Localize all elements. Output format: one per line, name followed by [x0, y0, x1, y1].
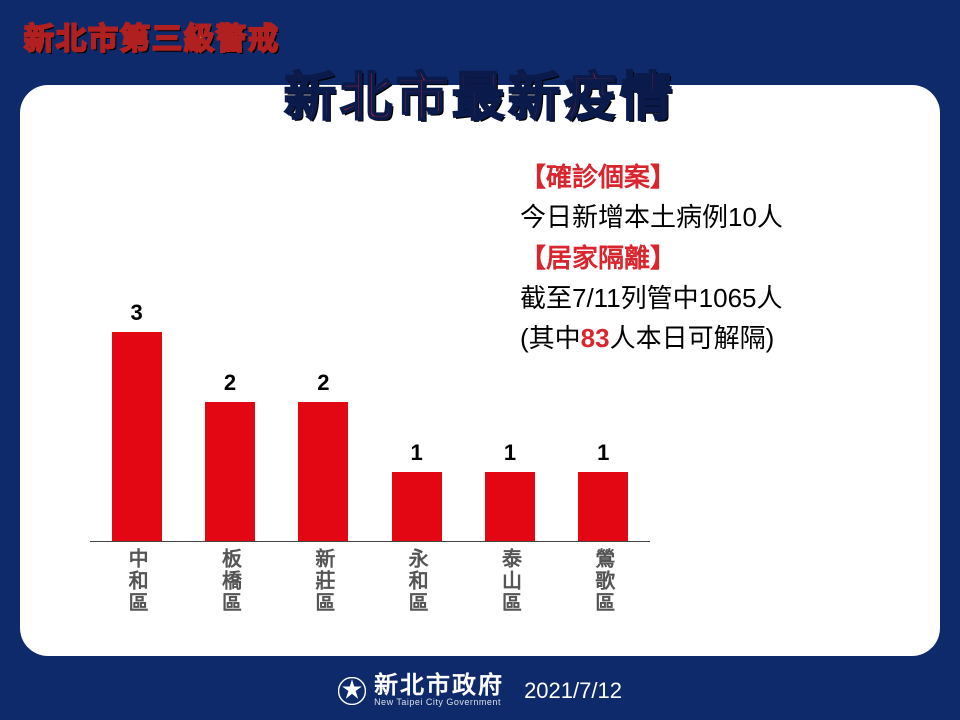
bar-value-label: 1 — [597, 440, 609, 466]
x-label-slot: 新莊區 — [277, 548, 370, 622]
x-label-slot: 永和區 — [370, 548, 463, 622]
x-label-slot: 板橋區 — [183, 548, 276, 622]
alert-level-banner: 新北市第三級警戒 — [24, 14, 280, 58]
bar-slot: 3 — [90, 282, 183, 542]
x-axis-label: 板橋區 — [215, 548, 244, 622]
bar-value-label: 3 — [131, 300, 143, 326]
bar-slot: 2 — [277, 282, 370, 542]
bar-slot: 1 — [370, 282, 463, 542]
report-date: 2021/7/12 — [524, 678, 622, 704]
bar-slot: 2 — [183, 282, 276, 542]
quarantine-header: 【居家隔離】 — [520, 238, 910, 278]
bar-rect — [298, 402, 348, 542]
summary-info: 【確診個案】 今日新增本土病例10人 【居家隔離】 截至7/11列管中1065人… — [520, 157, 910, 358]
quarantine-pre: (其中 — [520, 323, 581, 353]
confirmed-cases-line: 今日新增本土病例10人 — [520, 197, 783, 237]
x-label-slot: 鶯歌區 — [557, 548, 650, 622]
bar-rect — [112, 332, 162, 542]
x-axis-line — [90, 541, 650, 542]
gov-name-en: New Taipei City Government — [374, 698, 504, 708]
gov-name-cn: 新北市政府 — [374, 674, 504, 698]
bar-rect — [485, 472, 535, 542]
bar-rect — [205, 402, 255, 542]
x-axis-labels: 中和區 板橋區 新莊區 永和區 泰山區 鶯歌區 — [90, 548, 650, 622]
bar-rect — [392, 472, 442, 542]
x-label-slot: 中和區 — [90, 548, 183, 622]
x-label-slot: 泰山區 — [463, 548, 556, 622]
x-axis-label: 鶯歌區 — [589, 548, 618, 622]
confirmed-cases-text: 今日新增本土病例10人 — [520, 202, 783, 232]
gov-logo: 新北市政府 New Taipei City Government — [338, 674, 504, 708]
release-count: 83 — [581, 323, 610, 353]
quarantine-post: 人本日可解隔) — [610, 323, 775, 353]
content-card: 新北市最新疫情 322111 中和區板橋區新莊區永和區泰山區鶯歌區 【確診個案】… — [20, 85, 940, 656]
x-axis-label: 新莊區 — [309, 548, 338, 622]
bar-value-label: 2 — [224, 370, 236, 396]
card-title: 新北市最新疫情 — [20, 55, 940, 130]
x-axis-label: 泰山區 — [495, 548, 524, 622]
quarantine-line-2: (其中83人本日可解隔) — [520, 318, 774, 358]
bar-value-label: 1 — [504, 440, 516, 466]
x-axis-label: 中和區 — [122, 548, 151, 622]
confirmed-cases-header: 【確診個案】 — [520, 157, 910, 197]
gov-seal-icon — [338, 677, 366, 705]
bar-rect — [578, 472, 628, 542]
footer: 新北市政府 New Taipei City Government 2021/7/… — [0, 674, 960, 708]
x-axis-label: 永和區 — [402, 548, 431, 622]
quarantine-line-1: 截至7/11列管中1065人 — [520, 278, 783, 318]
bar-value-label: 1 — [411, 440, 423, 466]
bar-value-label: 2 — [317, 370, 329, 396]
